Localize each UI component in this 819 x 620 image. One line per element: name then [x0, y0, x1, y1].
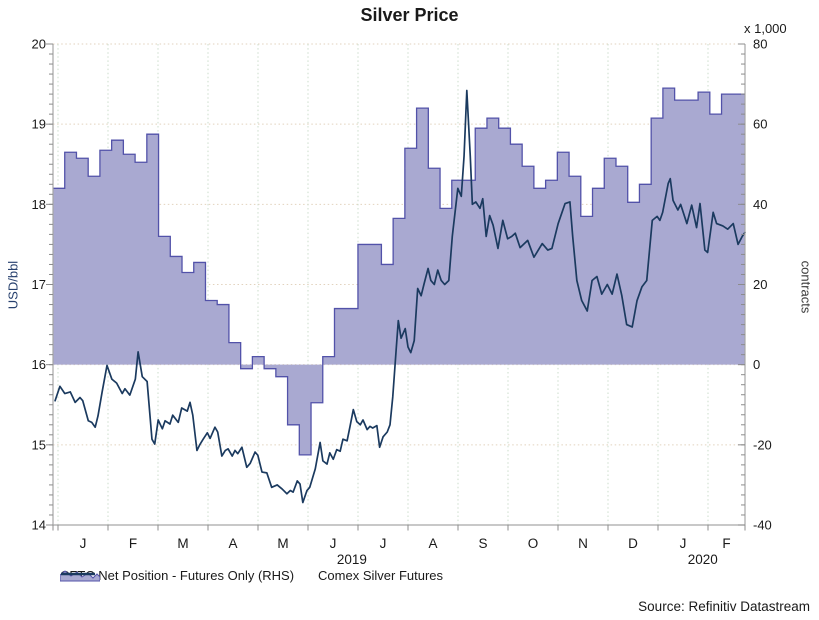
- left-axis-tick-label: 17: [32, 277, 46, 292]
- x-axis-month-label: F: [722, 536, 730, 551]
- legend-item-comex: Comex Silver Futures: [61, 568, 444, 583]
- right-axis-tick-label: 80: [753, 37, 767, 52]
- legend: CFTC Net Position - Futures Only (RHS) C…: [60, 568, 443, 583]
- x-axis-month-label: J: [330, 536, 337, 551]
- chart-title: Silver Price: [360, 5, 459, 25]
- left-axis-tick-label: 20: [32, 37, 46, 52]
- source-attribution: Source: Refinitiv Datastream: [638, 599, 810, 614]
- x-axis-month-label: J: [380, 536, 387, 551]
- x-axis-month-label: N: [578, 536, 588, 551]
- x-axis-month-label: A: [428, 536, 437, 551]
- x-axis-year-label: 2019: [337, 552, 367, 567]
- x-axis-year-label: 2020: [688, 552, 718, 567]
- legend-label-cftc: CFTC Net Position - Futures Only (RHS): [60, 568, 295, 583]
- left-axis-tick-label: 16: [32, 357, 46, 372]
- legend-label-comex: Comex Silver Futures: [318, 568, 444, 583]
- comex-silver-futures-line: [54, 89, 746, 504]
- right-axis-tick-label: 20: [753, 277, 767, 292]
- left-axis-tick-label: 18: [32, 197, 46, 212]
- cftc-net-position-area-edge: [53, 87, 745, 456]
- left-axis-tick-label: 15: [32, 437, 46, 452]
- right-axis-tick-label: 60: [753, 117, 767, 132]
- right-axis-tick-label: 40: [753, 197, 767, 212]
- x-axis-month-label: M: [277, 536, 288, 551]
- right-axis-tick-label: -40: [753, 518, 772, 533]
- right-axis-tick-label: -20: [753, 437, 772, 452]
- x-axis-month-label: S: [478, 536, 487, 551]
- x-axis-month-label: O: [528, 536, 539, 551]
- x-axis-month-label: M: [177, 536, 188, 551]
- right-axis-unit-label: contracts: [798, 260, 814, 314]
- x-axis-month-label: D: [628, 536, 638, 551]
- legend-item-cftc: CFTC Net Position - Futures Only (RHS): [60, 568, 294, 583]
- left-axis-tick-label: 14: [32, 518, 46, 533]
- right-axis-tick-label: 0: [753, 357, 760, 372]
- x-axis-month-label: J: [80, 536, 87, 551]
- x-axis-month-label: J: [680, 536, 687, 551]
- legend-line-swatch: [61, 572, 95, 576]
- x-axis-month-label: A: [228, 536, 237, 551]
- cftc-net-position-area: [53, 88, 745, 455]
- x-axis-month-label: F: [129, 536, 137, 551]
- left-axis-tick-label: 19: [32, 117, 46, 132]
- left-axis-unit-label: USD/bbl: [5, 260, 21, 310]
- right-axis-multiplier-label: x 1,000: [744, 21, 787, 36]
